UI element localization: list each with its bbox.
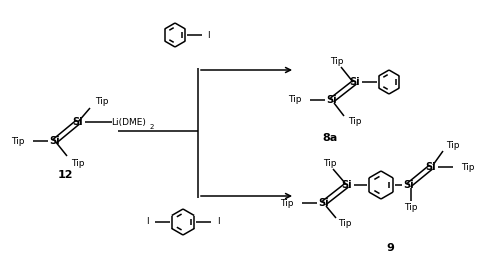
Text: Si: Si	[342, 180, 352, 190]
Text: Tip: Tip	[12, 136, 25, 145]
Text: Tip: Tip	[330, 57, 344, 66]
Text: Si: Si	[72, 117, 84, 127]
Text: Tip: Tip	[71, 158, 85, 167]
Text: Tip: Tip	[323, 158, 337, 167]
Text: 8a: 8a	[322, 133, 338, 143]
Text: Tip: Tip	[446, 141, 460, 150]
Text: Tip: Tip	[288, 95, 302, 104]
Text: Tip: Tip	[95, 98, 108, 106]
Text: Tip: Tip	[338, 219, 351, 229]
Text: Si: Si	[404, 180, 414, 190]
Text: Tip: Tip	[461, 163, 474, 172]
Text: I: I	[146, 218, 149, 227]
Text: Si: Si	[426, 162, 436, 172]
Text: I: I	[207, 30, 210, 39]
Text: Tip: Tip	[280, 198, 294, 208]
Text: Tip: Tip	[348, 118, 362, 126]
Text: Si: Si	[318, 198, 330, 208]
Text: Li(DME): Li(DME)	[112, 118, 146, 126]
Text: 2: 2	[150, 124, 154, 130]
Text: Si: Si	[326, 95, 338, 105]
Text: I: I	[217, 218, 220, 227]
Text: Tip: Tip	[404, 204, 418, 212]
Text: 9: 9	[386, 243, 394, 253]
Text: 12: 12	[57, 170, 73, 180]
Text: Si: Si	[50, 136, 60, 146]
Text: Si: Si	[350, 77, 360, 87]
